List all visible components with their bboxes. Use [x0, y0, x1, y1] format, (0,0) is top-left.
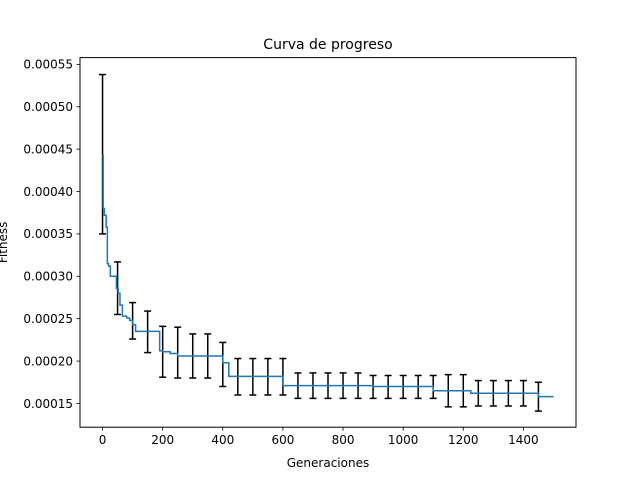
chart-title: Curva de progreso [263, 37, 392, 53]
x-tick-label: 800 [332, 433, 355, 447]
y-tick-label: 0.00050 [23, 100, 73, 114]
x-tick-label: 1000 [388, 433, 419, 447]
series-line [102, 154, 554, 398]
plot-area [99, 73, 554, 412]
x-tick-label: 1400 [508, 433, 539, 447]
y-tick-label: 0.00055 [23, 58, 73, 72]
y-tick-label: 0.00045 [23, 142, 73, 156]
y-tick-label: 0.00040 [23, 185, 73, 199]
x-tick-label: 600 [271, 433, 294, 447]
x-axis-title: Generaciones [287, 456, 369, 470]
x-tick-label: 400 [211, 433, 234, 447]
x-tick-label: 200 [151, 433, 174, 447]
y-tick-label: 0.00025 [23, 312, 73, 326]
x-tick-label: 1200 [448, 433, 479, 447]
axes-frame [79, 57, 577, 428]
y-axis-title: Fitness [0, 222, 10, 264]
y-tick-label: 0.00020 [23, 354, 73, 368]
y-axis: 0.00015 0.00020 0.00025 0.00030 0.00035 0.000… [23, 58, 80, 411]
error-bar [174, 326, 182, 379]
x-tick-label: 0 [99, 433, 107, 447]
x-axis: 0 200 400 600 800 1000 1200 1400 [99, 427, 539, 447]
y-tick-label: 0.00015 [23, 397, 73, 411]
y-tick-label: 0.00035 [23, 227, 73, 241]
error-bar [219, 341, 227, 388]
y-tick-label: 0.00030 [23, 270, 73, 284]
